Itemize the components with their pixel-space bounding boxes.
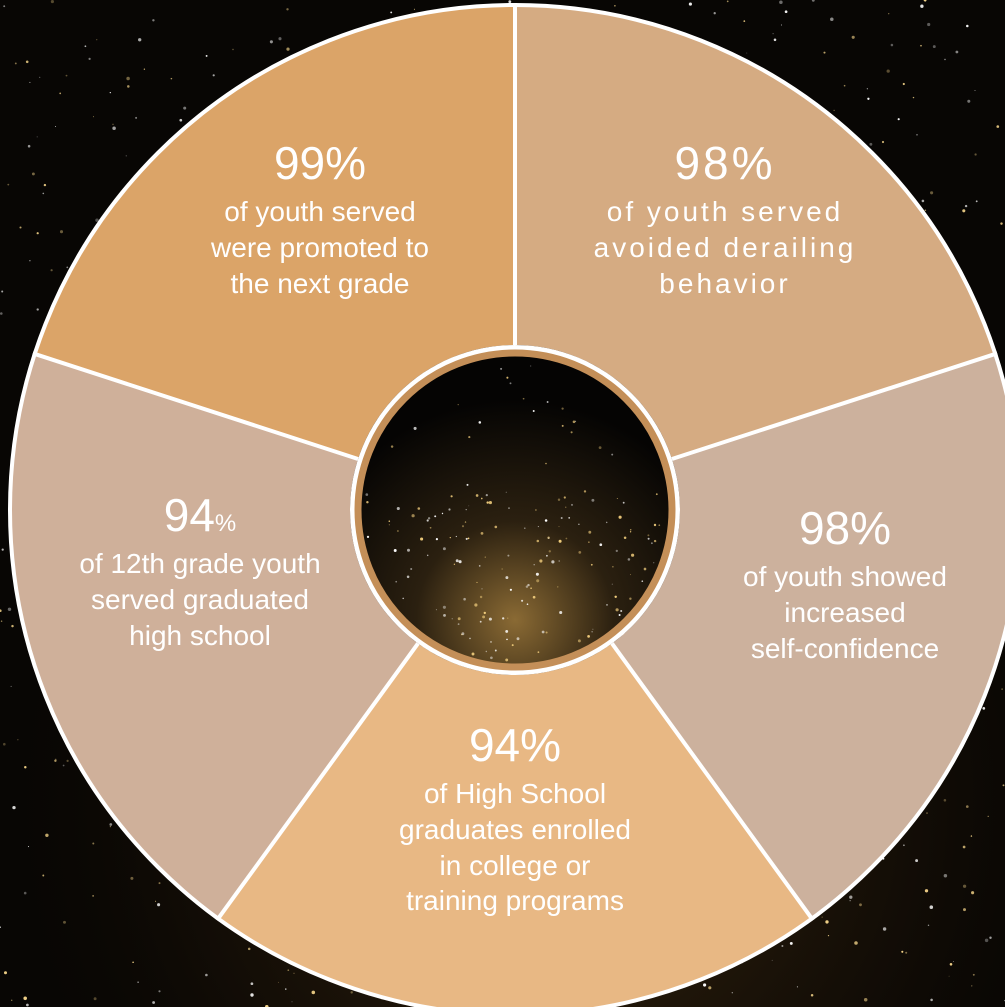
segment-confidence-description: of youth showed increased self-confidenc…	[743, 561, 947, 664]
segment-graduated-label: 94% of 12th grade youth served graduated…	[40, 492, 360, 653]
segment-divider	[610, 642, 815, 922]
segment-derailing-percent: 98%	[674, 137, 776, 189]
segment-confidence-label: 98% of youth showed increased self-confi…	[700, 505, 990, 666]
hub-center	[354, 349, 676, 671]
hub-sparkles	[365, 365, 661, 662]
segment-confidence-percent: 98%	[798, 502, 892, 554]
segment-promoted-description: of youth served were promoted to the nex…	[211, 196, 429, 299]
segment-promoted-label: 99% of youth served were promoted to the…	[170, 140, 470, 301]
segment-derailing	[515, 5, 996, 460]
segment-graduated-description: of 12th grade youth served graduated hig…	[79, 548, 321, 651]
segment-derailing-description: of youth served avoided derailing behavi…	[593, 196, 857, 299]
segment-college-label: 94% of High School graduates enrolled in…	[355, 722, 675, 919]
segment-divider	[671, 351, 998, 461]
segment-derailing-label: 98% of youth served avoided derailing be…	[560, 140, 890, 301]
segment-college-description: of High School graduates enrolled in col…	[399, 778, 631, 917]
segment-promoted-percent: 99%	[273, 137, 367, 189]
wheel-outline	[8, 3, 1005, 1007]
segment-divider	[32, 351, 359, 461]
segment-graduated-percent: 94%	[163, 489, 237, 541]
segment-promoted	[34, 5, 515, 460]
segment-college-percent: 94%	[468, 719, 562, 771]
segment-college	[218, 643, 812, 1007]
segment-divider	[215, 642, 420, 922]
segment-graduated	[9, 353, 419, 919]
